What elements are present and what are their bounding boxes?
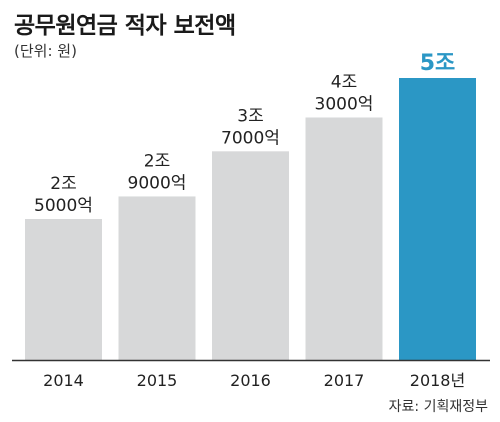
data-label-2016-line1: 3조 [237, 106, 263, 126]
bar-2016 [212, 151, 289, 360]
data-label-2014-line2: 5000억 [34, 196, 93, 216]
data-label-2018년-line1: 5조 [420, 51, 456, 76]
data-label-2017-line1: 4조 [331, 72, 357, 92]
bar-2014 [25, 219, 102, 360]
source-note: 자료: 기획재정부 [388, 399, 488, 415]
chart-title: 공무원연금 적자 보전액 [14, 13, 236, 39]
data-label-2015-line1: 2조 [144, 151, 170, 171]
unit-label: (단위: 원) [14, 42, 77, 60]
x-tick-label-2015: 2015 [137, 371, 178, 390]
data-label-2014-line1: 2조 [50, 174, 76, 194]
x-tick-labels-group: 2014 2015 2016 2017 2018년 [43, 371, 465, 390]
bar-2017 [305, 117, 383, 360]
data-label-2017-line2: 3000억 [315, 94, 374, 114]
x-tick-label-2014: 2014 [43, 371, 84, 390]
x-tick-label-2016: 2016 [230, 371, 271, 390]
data-label-2015-line2: 9000억 [128, 173, 187, 193]
bars-group [25, 78, 476, 360]
data-label-2016-line2: 7000억 [221, 128, 280, 148]
x-tick-label-2017: 2017 [324, 371, 365, 390]
x-tick-label-2018년: 2018년 [410, 371, 465, 390]
bar-2018년 [399, 78, 476, 360]
bar-2015 [118, 196, 196, 360]
